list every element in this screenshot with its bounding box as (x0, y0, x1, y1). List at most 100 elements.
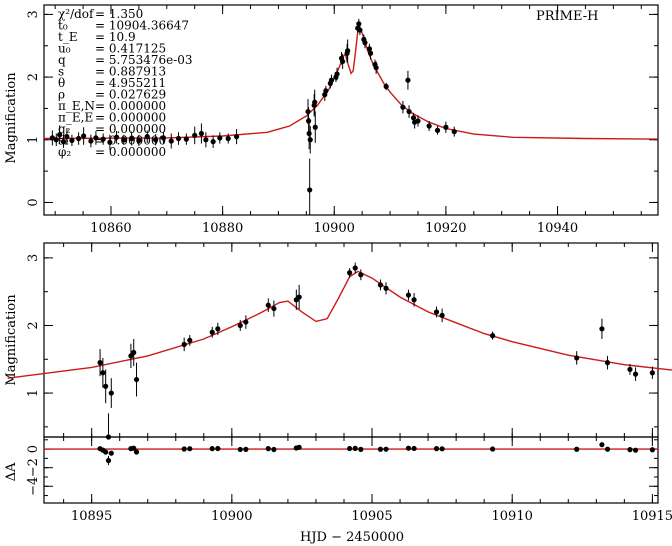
data-point (129, 135, 135, 142)
data-point (451, 129, 457, 135)
data-point (358, 272, 364, 278)
data-point (439, 312, 445, 318)
data-point (271, 305, 277, 312)
data-point (49, 135, 55, 141)
data-point (144, 134, 150, 140)
residual-ylabel: ΔA (4, 462, 19, 481)
data-point (136, 137, 142, 144)
zoom-panel: 1 2 3 (7, 242, 672, 440)
data-point (415, 118, 421, 124)
param-value: = 0.000000 (95, 111, 166, 125)
data-point (271, 446, 277, 453)
data-point (574, 446, 580, 452)
data-point (217, 135, 223, 141)
data-point (599, 326, 605, 332)
data-point (215, 326, 221, 332)
data-point (265, 302, 271, 308)
data-point (76, 135, 82, 142)
data-point (405, 445, 412, 451)
data-point (328, 77, 335, 83)
param-value: = 0.000000 (95, 145, 166, 159)
data-point (215, 445, 221, 452)
data-point (574, 355, 580, 361)
y-tick-label: 1 (26, 136, 41, 144)
data-point (358, 446, 364, 452)
data-point (233, 134, 240, 140)
data-point (434, 127, 441, 133)
data-point (305, 108, 311, 115)
data-point (373, 65, 379, 71)
data-point (265, 446, 271, 452)
param-label: u₀ (58, 42, 71, 56)
data-point (305, 118, 312, 124)
data-point (53, 137, 59, 143)
data-point (632, 447, 639, 453)
data-point (312, 124, 318, 130)
data-point (345, 48, 351, 54)
data-point (352, 445, 358, 451)
param-label: t₀ (58, 19, 68, 33)
param-label: ρ (58, 88, 65, 102)
data-point (367, 50, 374, 56)
y-tick-label: 1 (26, 389, 41, 397)
data-point (433, 309, 440, 315)
param-value: = 5.753476e-03 (95, 53, 193, 67)
data-point (405, 292, 412, 298)
data-point (133, 376, 140, 383)
data-point (93, 135, 99, 141)
param-label: χ²/dof (58, 7, 95, 21)
top-ylabel: Magnification (4, 72, 19, 164)
param-label: s₂ (58, 134, 69, 148)
data-point (225, 135, 231, 142)
data-point (377, 282, 384, 288)
data-point (198, 130, 205, 137)
y-tick-label: −4 (26, 477, 41, 496)
data-point (97, 360, 103, 366)
y-tick-label: 2 (26, 73, 41, 81)
plot-frame (43, 4, 659, 216)
x-axis-label: HJD − 2450000 (300, 530, 404, 545)
param-label: q (58, 53, 66, 67)
data-point (131, 445, 137, 451)
data-point (175, 135, 182, 142)
data-point (81, 133, 87, 139)
data-point (296, 444, 302, 450)
param-label: φ₂ (58, 145, 71, 159)
data-point (604, 360, 611, 366)
data-point (411, 297, 417, 303)
data-point (439, 446, 445, 452)
param-label: π_E,N (58, 99, 95, 113)
data-point (362, 40, 368, 46)
x-tick-label: 10910 (492, 509, 533, 524)
param-value: = 0.027629 (95, 88, 166, 102)
x-tick-label: 10860 (90, 221, 131, 236)
data-point (334, 71, 340, 77)
param-label: q₂ (58, 122, 71, 136)
data-point (599, 442, 605, 448)
data-point (100, 370, 106, 376)
data-point (377, 446, 384, 452)
data-point (64, 134, 70, 140)
data-point (340, 58, 346, 65)
data-point (181, 446, 187, 452)
data-point (346, 445, 353, 452)
param-label: s (58, 65, 64, 79)
top-title: PRIME-H (536, 9, 598, 24)
x-tick-label: 10905 (351, 509, 392, 524)
x-tick-label: 10915 (632, 509, 672, 524)
data-point (107, 139, 113, 145)
param-value: = 0.000000 (95, 122, 166, 136)
data-point (649, 370, 655, 376)
x-tick-label: 10940 (537, 221, 578, 236)
data-point (411, 445, 417, 452)
data-point (383, 446, 389, 452)
data-point (356, 21, 362, 27)
y-tick-label: 0 (26, 445, 41, 453)
param-value: = 0.417125 (95, 42, 166, 56)
data-point (443, 124, 449, 130)
data-point (243, 319, 249, 325)
zoom-ylabel: Magnification (4, 294, 19, 386)
data-point (366, 46, 373, 52)
data-point (237, 446, 243, 453)
data-point (108, 390, 114, 396)
